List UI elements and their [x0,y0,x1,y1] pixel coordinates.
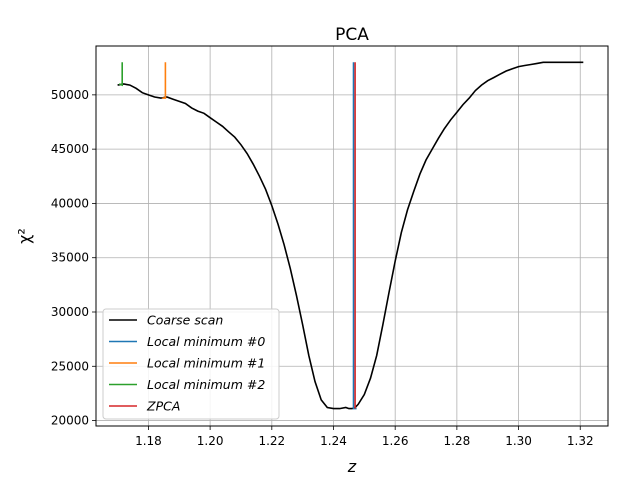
chart-title: PCA [335,25,369,45]
y-tick-label: 30000 [51,305,89,319]
x-tick-label: 1.18 [135,434,162,448]
x-tick-label: 1.26 [382,434,409,448]
legend-label: ZPCA [146,399,180,414]
x-tick-label: 1.20 [197,434,224,448]
legend-label: Coarse scan [147,313,223,328]
y-ticks: 20000 25000 30000 35000 40000 45000 50000 [51,88,96,428]
y-tick-label: 25000 [51,359,89,373]
x-axis-label: z [347,457,357,476]
legend: Coarse scan Local minimum #0 Local minimum… [102,308,280,420]
x-tick-label: 1.28 [444,434,471,448]
y-tick-label: 35000 [51,251,89,265]
legend-items: Coarse scan Local minimum #0 Local minimum… [109,313,265,414]
series-coarse-scan [117,61,584,410]
x-tick-label: 1.30 [505,434,532,448]
y-tick-label: 20000 [51,414,89,428]
y-tick-label: 45000 [51,142,89,156]
legend-label: Local minimum #0 [147,334,265,349]
plot-frame [95,45,609,427]
x-tick-label: 1.22 [258,434,285,448]
y-tick-label: 40000 [51,196,89,210]
y-axis-label: χ² [15,228,34,244]
series-local-minimum-1 [162,62,167,99]
x-tick-label: 1.32 [567,434,594,448]
series-layer [117,61,584,410]
x-tick-label: 1.24 [320,434,347,448]
legend-box [102,308,280,420]
legend-label: Local minimum #1 [147,356,265,371]
x-ticks: 1.18 1.20 1.22 1.24 1.26 1.28 1.30 1.32 [135,426,594,448]
y-tick-label: 50000 [51,88,89,102]
legend-label: Local minimum #2 [147,377,265,392]
series-local-minimum-2 [118,62,123,87]
